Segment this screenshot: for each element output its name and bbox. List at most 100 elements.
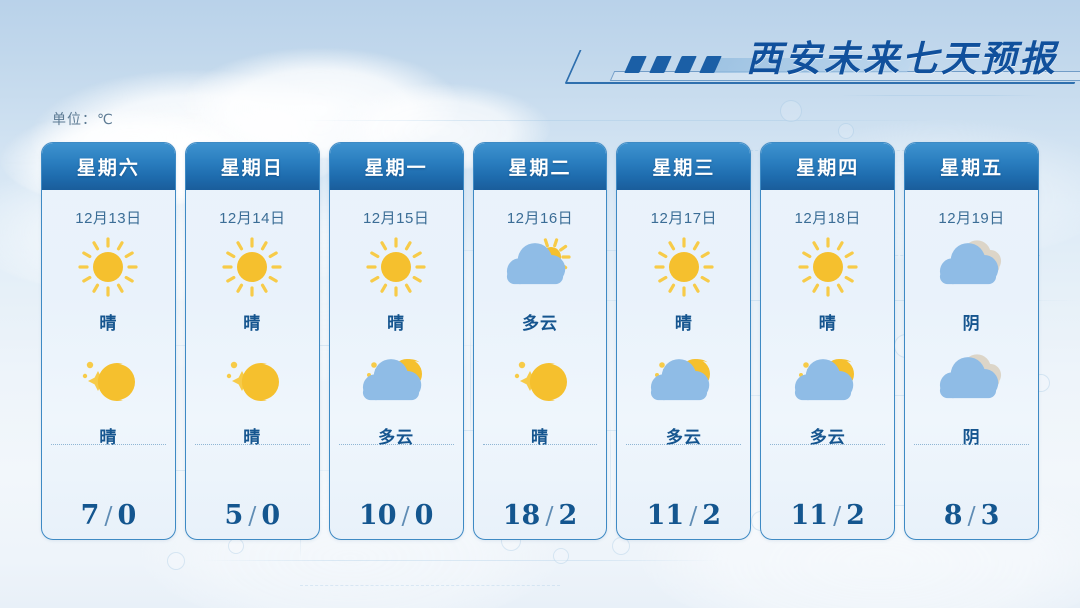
temperature-low: 2 [846, 500, 865, 531]
moon-cloud-icon [363, 359, 423, 401]
temperature-separator: / [401, 501, 410, 530]
nighttime-section: 多云 [761, 351, 894, 448]
daytime-section: 晴 [761, 237, 894, 334]
circuit-line [300, 120, 940, 121]
daytime-condition: 晴 [818, 314, 837, 333]
forecast-card-list: 星期六 12月13日 晴 晴 7 / 0 [41, 142, 1040, 540]
weekday-header: 星期日 [185, 143, 319, 190]
sun-icon [654, 237, 714, 297]
temperature-low: 3 [980, 500, 1000, 531]
sun-icon [215, 237, 289, 299]
date-label: 12月13日 [75, 210, 142, 227]
date-label: 12月19日 [938, 210, 1005, 227]
card-body: 12月18日 晴 多云 [761, 190, 894, 492]
temperature-low: 2 [702, 500, 722, 531]
moon-stars-icon [227, 361, 280, 401]
nighttime-condition: 晴 [99, 428, 118, 447]
temperature-high: 7 [80, 500, 100, 531]
weekday-header: 星期六 [42, 143, 175, 190]
nighttime-condition: 多云 [665, 428, 702, 447]
forecast-card[interactable]: 星期五 12月19日 阴 阴 [904, 142, 1040, 540]
divider [770, 444, 886, 445]
temperature-separator: / [967, 501, 976, 530]
divider [626, 444, 742, 445]
overcast-icon [939, 354, 1001, 399]
card-body: 12月16日 多云 晴 [474, 190, 607, 492]
forecast-card[interactable]: 星期二 12月16日 多云 晴 [472, 142, 608, 540]
temperature-separator: / [248, 501, 257, 530]
sun-icon [366, 237, 426, 297]
moon-stars-icon [514, 361, 567, 401]
circuit-ring [780, 100, 802, 122]
weekday-header: 星期四 [761, 143, 895, 190]
nighttime-condition: 阴 [962, 428, 981, 447]
nighttime-section: 阴 [905, 351, 1038, 448]
moon-stars-icon [83, 361, 136, 401]
daytime-condition: 晴 [243, 314, 262, 333]
date-label: 12月17日 [650, 210, 718, 227]
moon-stars-icon [71, 351, 145, 413]
unit-label: 单位：℃ [52, 111, 114, 127]
temperature-range: 8 / 3 [905, 492, 1038, 539]
daytime-section: 晴 [186, 237, 319, 334]
moon-stars-icon [503, 351, 577, 413]
temperature-low: 0 [414, 500, 434, 531]
divider [194, 444, 310, 445]
daytime-section: 晴 [617, 237, 750, 334]
daytime-condition: 阴 [962, 314, 981, 333]
nighttime-section: 晴 [474, 351, 607, 448]
forecast-card[interactable]: 星期六 12月13日 晴 晴 7 / 0 [41, 142, 176, 540]
page-title: 西安未来七天预报 [745, 38, 1058, 80]
divider [914, 444, 1030, 445]
moon-cloud-icon [359, 351, 433, 413]
sun-icon [359, 237, 433, 299]
sun-icon [71, 237, 145, 299]
forecast-card[interactable]: 星期日 12月14日 晴 晴 5 / 0 [184, 142, 320, 540]
weekday-header: 星期一 [329, 143, 463, 190]
temperature-separator: / [104, 501, 113, 530]
sun-icon [222, 237, 282, 297]
circuit-ring [228, 538, 244, 554]
card-body: 12月17日 晴 多云 [617, 190, 750, 492]
card-body: 12月14日 晴 晴 [186, 190, 319, 492]
sun-icon [798, 237, 858, 297]
nighttime-condition: 多云 [809, 428, 846, 447]
nighttime-condition: 晴 [243, 428, 262, 447]
temperature-range: 7 / 0 [42, 492, 175, 539]
moon-cloud-icon [791, 351, 865, 413]
moon-cloud-icon [647, 351, 721, 413]
circuit-line [840, 95, 1040, 96]
temperature-separator: / [545, 501, 554, 530]
temperature-range: 18 / 2 [474, 492, 607, 539]
daytime-condition: 晴 [99, 314, 118, 333]
temperature-range: 11 / 2 [617, 492, 750, 539]
daytime-condition: 晴 [387, 314, 406, 333]
sun-icon [791, 237, 865, 299]
overcast-icon [939, 240, 1001, 285]
card-body: 12月13日 晴 晴 [42, 190, 175, 492]
circuit-ring [553, 548, 569, 564]
date-label: 12月14日 [219, 210, 286, 227]
forecast-card[interactable]: 星期一 12月15日 晴 多云 10 [328, 142, 464, 540]
divider [338, 444, 454, 445]
weekday-header: 星期五 [905, 143, 1039, 190]
daytime-section: 多云 [474, 237, 607, 334]
forecast-card[interactable]: 星期三 12月17日 晴 多云 11 [616, 142, 752, 540]
temperature-low: 0 [117, 500, 137, 531]
sun-cloud-icon [506, 238, 571, 285]
divider [51, 444, 166, 445]
moon-stars-icon [215, 351, 289, 413]
weekday-header: 星期二 [473, 143, 607, 190]
divider [482, 444, 598, 445]
temperature-high: 11 [790, 500, 829, 531]
daytime-condition: 晴 [674, 314, 693, 333]
moon-cloud-icon [650, 359, 710, 401]
forecast-card[interactable]: 星期四 12月18日 晴 多云 11 [760, 142, 896, 540]
sun-cloud-icon [503, 237, 577, 299]
overcast-icon [935, 237, 1009, 299]
temperature-range: 11 / 2 [761, 492, 894, 539]
temperature-high: 10 [358, 500, 397, 531]
temperature-high: 18 [502, 500, 541, 531]
circuit-ring [838, 123, 854, 139]
nighttime-condition: 多云 [378, 428, 415, 447]
